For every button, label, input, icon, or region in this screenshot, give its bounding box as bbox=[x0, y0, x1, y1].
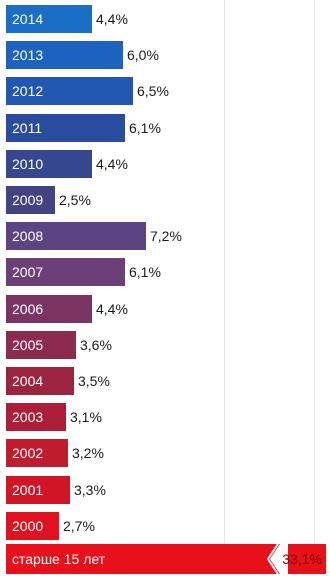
value-label: 6,5% bbox=[137, 83, 169, 99]
bar: 2006 bbox=[6, 295, 92, 323]
bar: 2008 bbox=[6, 222, 146, 250]
value-label: 2,7% bbox=[63, 518, 95, 534]
category-label: 2012 bbox=[12, 83, 44, 99]
bar: 2009 bbox=[6, 186, 55, 214]
category-label: 2006 bbox=[12, 301, 44, 317]
category-label: 2008 bbox=[12, 228, 44, 244]
category-label: 2007 bbox=[12, 264, 44, 280]
value-label: 3,6% bbox=[80, 337, 112, 353]
category-label: 2005 bbox=[12, 337, 44, 353]
value-label: 6,1% bbox=[129, 264, 161, 280]
value-label: 4,4% bbox=[96, 156, 128, 172]
bar: 2003 bbox=[6, 403, 66, 431]
category-label: 2010 bbox=[12, 156, 44, 172]
bar: 2002 bbox=[6, 439, 68, 467]
bar: 2000 bbox=[6, 512, 59, 540]
gridline-left bbox=[224, 0, 225, 544]
bar: 2010 bbox=[6, 150, 92, 178]
total-bar: старше 15 лет 33,1% bbox=[6, 544, 326, 574]
value-label: 4,4% bbox=[96, 11, 128, 27]
category-label: 2013 bbox=[12, 47, 44, 63]
value-label: 3,3% bbox=[74, 482, 106, 498]
value-label: 3,5% bbox=[78, 373, 110, 389]
value-label: 4,4% bbox=[96, 301, 128, 317]
value-label: 3,1% bbox=[70, 409, 102, 425]
value-label: 3,2% bbox=[72, 445, 104, 461]
category-label: 2009 bbox=[12, 192, 44, 208]
value-label: 2,5% bbox=[59, 192, 91, 208]
total-value-label: 33,1% bbox=[282, 551, 322, 567]
category-label: 2014 bbox=[12, 11, 44, 27]
category-label: 2002 bbox=[12, 445, 44, 461]
value-label: 6,0% bbox=[127, 47, 159, 63]
notch-mark bbox=[266, 544, 288, 574]
bar: 2012 bbox=[6, 77, 133, 105]
bar: 2005 bbox=[6, 331, 76, 359]
category-label: 2004 bbox=[12, 373, 44, 389]
category-label: 2003 bbox=[12, 409, 44, 425]
category-label: 2000 bbox=[12, 518, 44, 534]
bar: 2014 bbox=[6, 5, 92, 33]
bar: 2007 bbox=[6, 258, 125, 286]
category-label: 2001 bbox=[12, 482, 44, 498]
value-label: 6,1% bbox=[129, 120, 161, 136]
gridline-right bbox=[314, 0, 315, 544]
total-label: старше 15 лет bbox=[12, 551, 106, 567]
bar: 2013 bbox=[6, 41, 123, 69]
category-label: 2011 bbox=[12, 120, 43, 136]
value-label: 7,2% bbox=[150, 228, 182, 244]
bar: 2004 bbox=[6, 367, 74, 395]
bar: 2001 bbox=[6, 476, 70, 504]
bar: 2011 bbox=[6, 114, 125, 142]
